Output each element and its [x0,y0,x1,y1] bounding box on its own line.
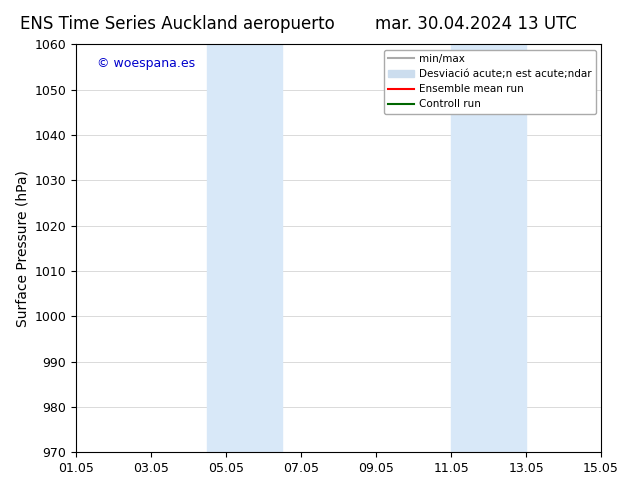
Bar [451,45,526,452]
Y-axis label: Surface Pressure (hPa): Surface Pressure (hPa) [15,170,29,327]
Legend: min/max, Desviació acute;n est acute;ndar, Ensemble mean run, Controll run: min/max, Desviació acute;n est acute;nda… [384,49,596,114]
Text: mar. 30.04.2024 13 UTC: mar. 30.04.2024 13 UTC [375,15,576,33]
Text: ENS Time Series Auckland aeropuerto: ENS Time Series Auckland aeropuerto [20,15,335,33]
Text: © woespana.es: © woespana.es [97,57,195,70]
Bar [207,45,282,452]
